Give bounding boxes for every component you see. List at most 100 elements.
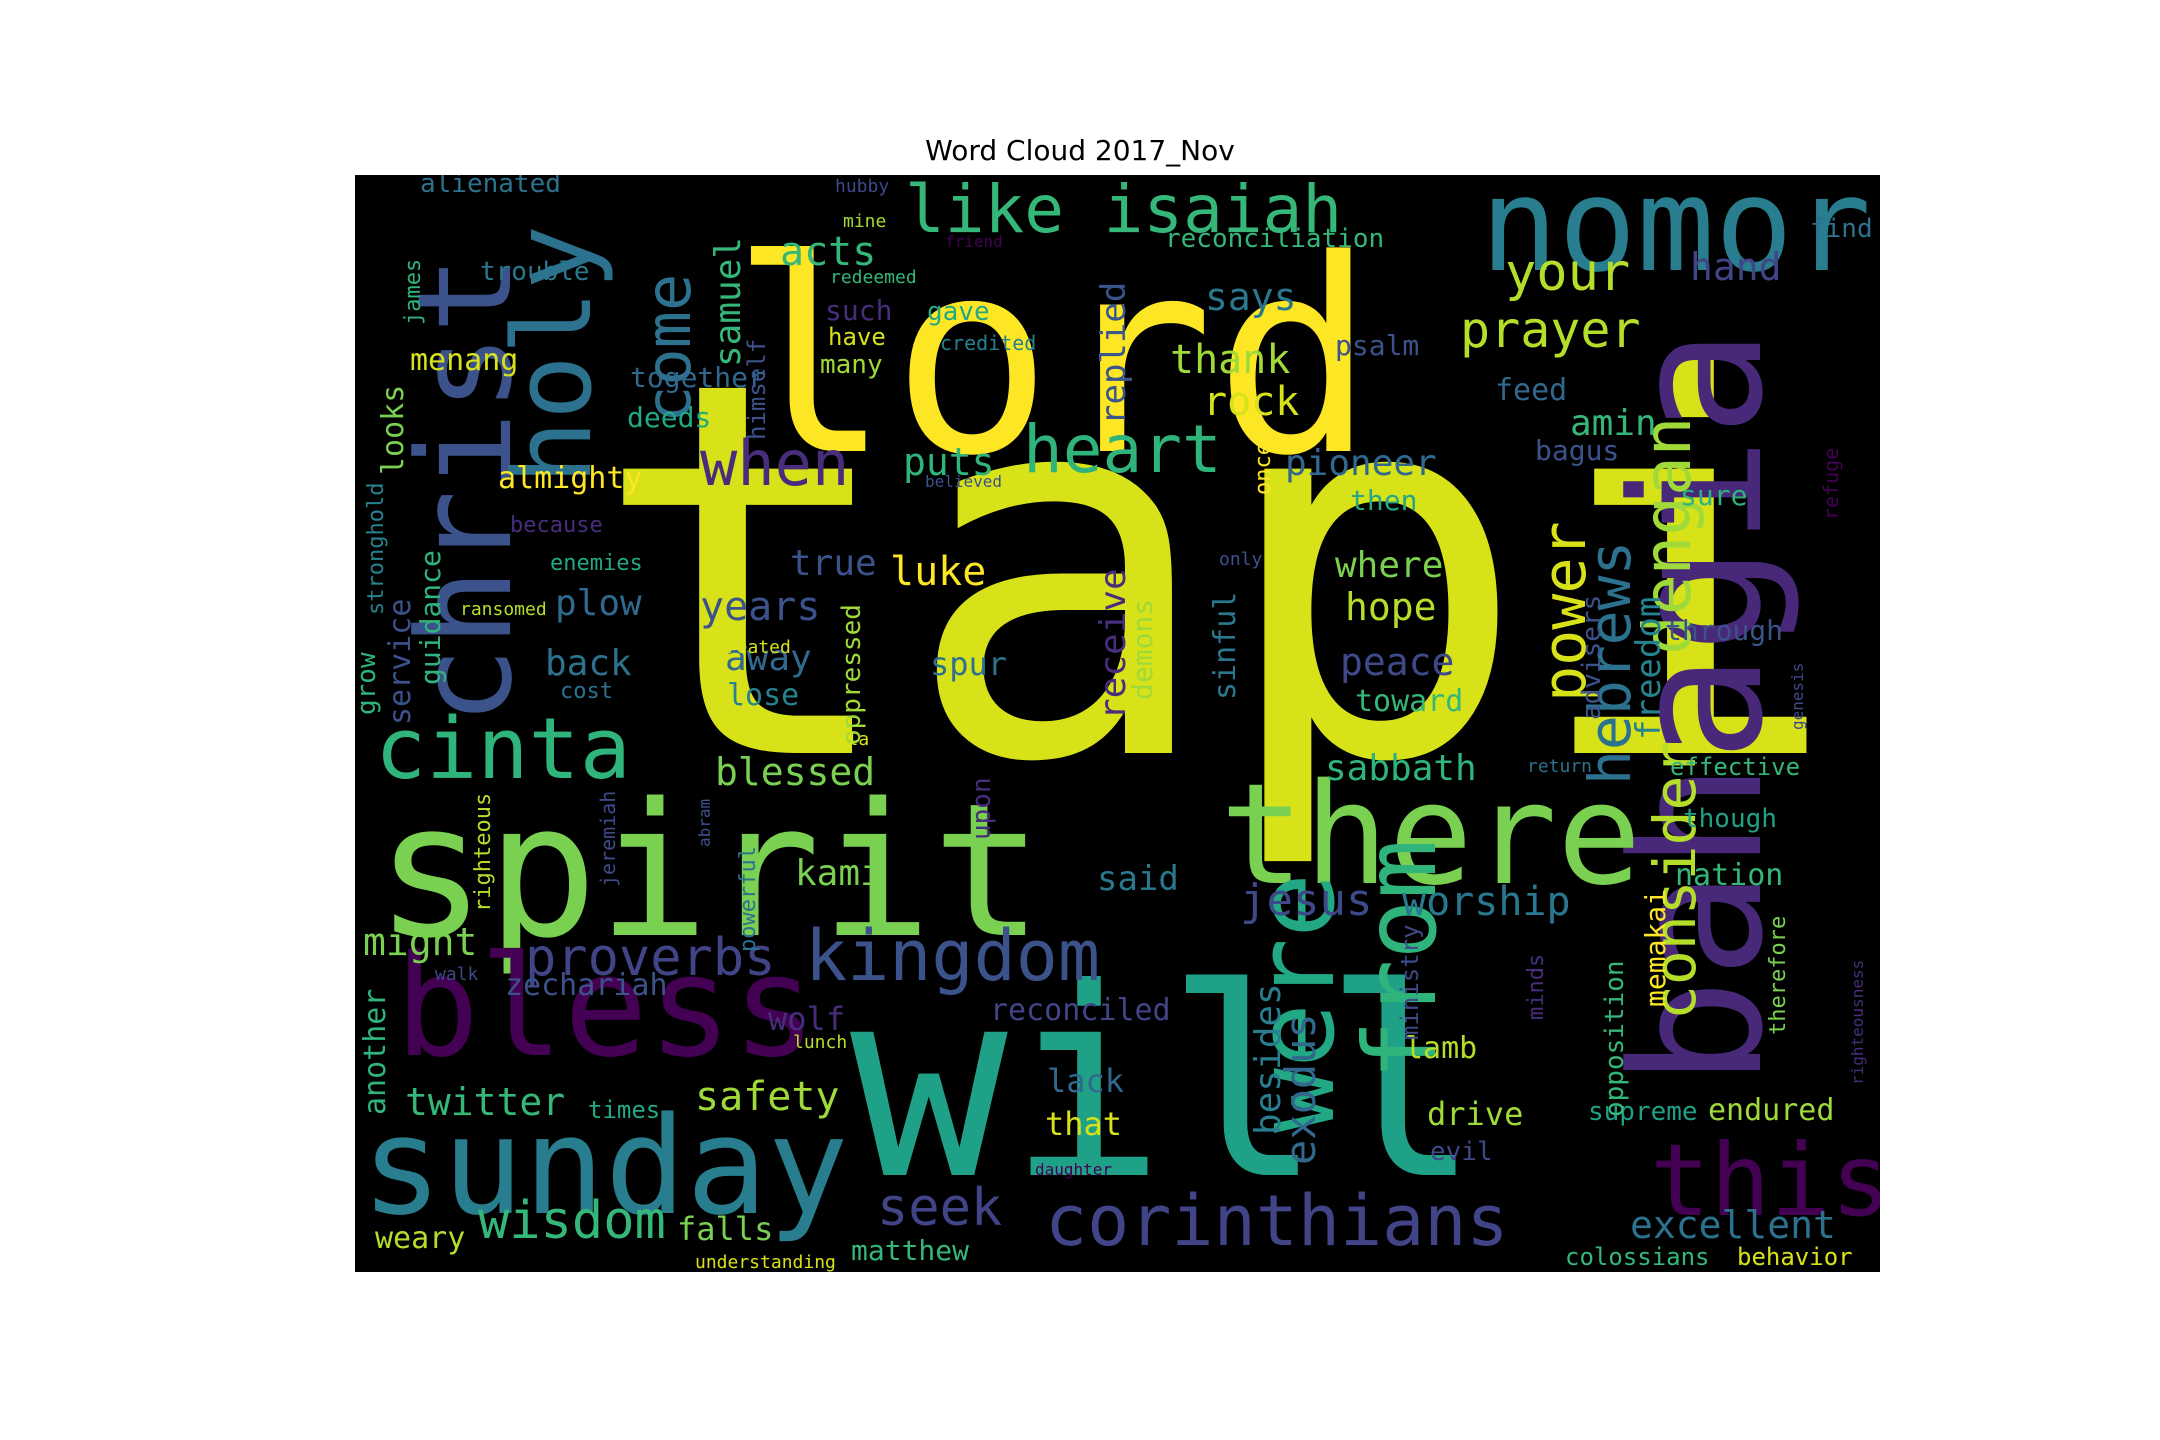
word-sunday: sunday [361, 1088, 849, 1245]
word-bless: bless [395, 926, 816, 1089]
word-walk: walk [435, 964, 479, 985]
word-hebrews: hebrews [1576, 541, 1644, 785]
word-when: when [700, 427, 849, 500]
word-times: times [588, 1096, 660, 1124]
word-cinta: cinta [375, 700, 631, 799]
word-come: come [632, 274, 705, 423]
word-christ: christ [389, 255, 541, 725]
word-such: such [825, 294, 892, 327]
word-effective: effective [1670, 753, 1800, 781]
word-proverbs: proverbs [525, 928, 775, 988]
word-spur: spur [930, 645, 1007, 683]
word-might: might [363, 920, 477, 964]
word-because: because [510, 513, 603, 538]
word-sabbath: sabbath [1325, 748, 1477, 789]
word-lose: lose [727, 678, 799, 713]
word-heart: heart [1023, 411, 1222, 488]
word-toward: toward [1355, 684, 1463, 719]
word-this: this [1650, 1122, 1880, 1239]
word-there: there [1220, 754, 1641, 917]
word-bahagia: bahagia [1594, 328, 1803, 1087]
word-friend: friend [945, 232, 1003, 251]
word-jesus: jesus [1240, 875, 1372, 926]
word-says: says [1205, 275, 1297, 319]
word-receive: receive [1093, 568, 1134, 720]
word-colossians: colossians [1565, 1243, 1710, 1271]
word-understanding: understanding [695, 1252, 836, 1272]
word-advisers: advisers [1577, 595, 1607, 720]
word-grow: grow [355, 652, 382, 715]
word-psalm: psalm [1335, 329, 1419, 362]
word-only: only [1219, 549, 1263, 570]
word-blessed: blessed [715, 750, 875, 794]
word-memakai: memakai [1639, 889, 1672, 1007]
word-deeds: deeds [627, 401, 711, 434]
word-then: then [1350, 484, 1417, 517]
word-peace: peace [1340, 640, 1454, 684]
word-service: service [383, 599, 418, 725]
word-credited: credited [940, 331, 1036, 355]
word-menang: menang [410, 343, 518, 378]
word-kami: kami [795, 853, 882, 894]
word-lunch: lunch [793, 1032, 847, 1053]
word-away: away [725, 638, 812, 679]
word-prayer: prayer [1460, 301, 1641, 359]
word-alienated: alienated [420, 175, 561, 199]
word-looks: looks [376, 385, 411, 475]
word-worship: worship [1402, 879, 1571, 925]
word-cloud: tapi lord will spirit bahagia christ there nomo… [355, 175, 1880, 1272]
word-bagus: bagus [1535, 434, 1619, 467]
word-that: that [1045, 1105, 1122, 1143]
word-once: once [1251, 442, 1276, 495]
word-opposition: opposition [1600, 960, 1630, 1117]
word-sinful: sinful [1208, 592, 1243, 700]
word-like-isaiah: like isaiah [905, 175, 1342, 248]
word-rock: rock [1203, 379, 1299, 425]
word-endured: endured [1708, 1093, 1834, 1128]
word-treated: treated [715, 637, 791, 658]
word-james: james [401, 259, 426, 325]
word-refuge: refuge [1819, 448, 1843, 520]
word-supreme: supreme [1588, 1097, 1698, 1127]
word-behavior: behavior [1737, 1243, 1853, 1271]
word-another: another [358, 989, 393, 1115]
word-safety: safety [695, 1074, 840, 1120]
word-therefore: therefore [1766, 916, 1791, 1035]
word-exodus: exodus [1276, 1013, 1325, 1165]
word-mine: mine [843, 211, 886, 232]
word-power: power [1530, 521, 1600, 702]
word-consider: consider [1641, 741, 1709, 1020]
word-reconciliation: reconciliation [1165, 224, 1384, 254]
word-were: were [1234, 873, 1359, 1133]
word-weary: weary [375, 1221, 465, 1256]
word-back: back [545, 643, 632, 684]
word-wisdom: wisdom [478, 1191, 666, 1251]
word-matthew: matthew [851, 1234, 969, 1267]
word-said: said [1097, 859, 1179, 899]
cloud-background [355, 175, 1880, 1272]
word-from: from [1342, 839, 1459, 1080]
word-hubby: hubby [835, 176, 889, 197]
word-nomor: nomor [1480, 175, 1871, 301]
word-hand: hand [1690, 245, 1782, 289]
word-minds: minds [1524, 954, 1549, 1020]
word-daughter: daughter [1035, 1160, 1112, 1179]
word-wolf: wolf [768, 1000, 845, 1038]
chart-title: Word Cloud 2017_Nov [925, 134, 1235, 167]
word-ransomed: ransomed [460, 599, 547, 620]
word-lord: lord [730, 203, 1375, 515]
word-sure: sure [1680, 479, 1747, 512]
word-reconciled: reconciled [990, 993, 1171, 1028]
word-freedom: freedom [1629, 597, 1669, 740]
word-samuel: samuel [708, 237, 749, 367]
word-where: where [1335, 545, 1443, 586]
word-true: true [790, 543, 877, 584]
word-kingdom: kingdom [805, 915, 1100, 997]
word-enemies: enemies [550, 551, 643, 576]
word-return: return [1527, 756, 1592, 777]
word-pioneer: pioneer [1285, 443, 1437, 484]
word-redeemed: redeemed [830, 267, 917, 288]
word-almighty: almighty [498, 461, 643, 496]
word-puts: puts [903, 440, 995, 484]
